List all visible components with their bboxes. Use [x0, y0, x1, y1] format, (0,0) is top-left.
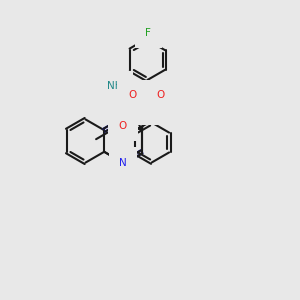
Text: N: N	[119, 158, 127, 168]
Text: F: F	[145, 28, 151, 38]
Text: O: O	[119, 121, 127, 131]
Text: N: N	[119, 114, 127, 124]
Text: NH: NH	[106, 81, 122, 91]
Text: N: N	[145, 91, 153, 101]
Text: 2: 2	[121, 88, 127, 97]
Text: O: O	[156, 90, 164, 100]
Text: S: S	[142, 99, 150, 112]
Text: O: O	[128, 90, 136, 100]
